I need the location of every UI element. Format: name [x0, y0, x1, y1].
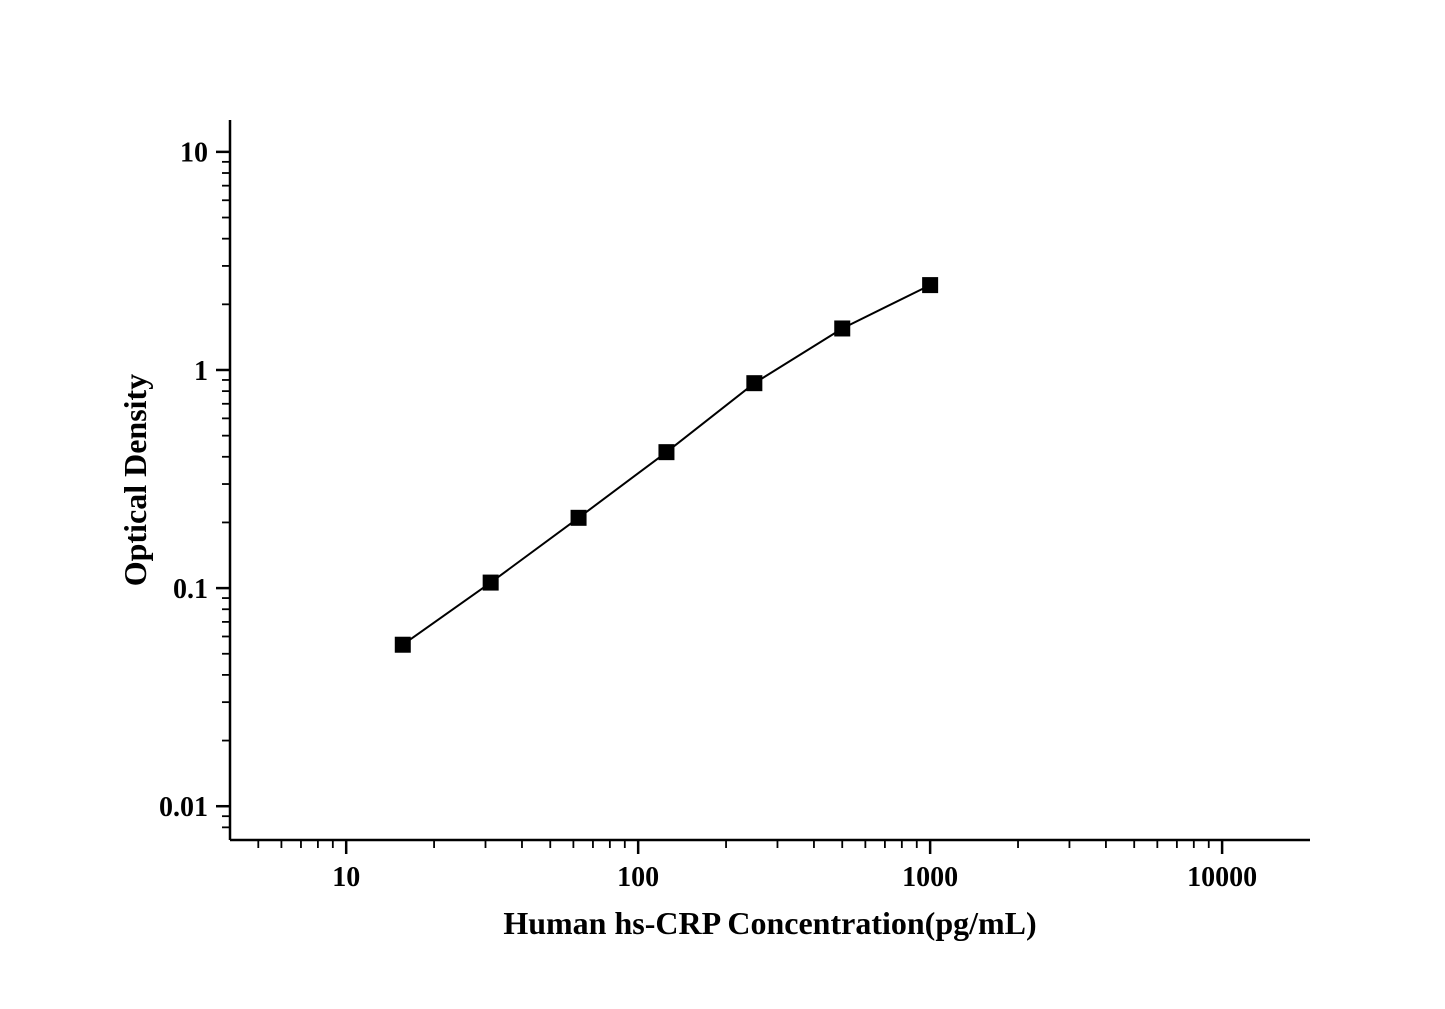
data-point-marker: [571, 510, 587, 526]
y-tick-label: 0.1: [173, 574, 208, 605]
x-tick-label: 100: [617, 862, 659, 893]
chart-svg: 10 100 1000 10000 0.01 0.1 1 10 Human hs-CRP Con…: [0, 0, 1445, 1009]
chart-container: 10 100 1000 10000 0.01 0.1 1 10 Human hs-CRP Con…: [0, 0, 1445, 1009]
x-tick-label: 1000: [902, 862, 958, 893]
x-tick-label: 10000: [1187, 862, 1257, 893]
y-tick-label: 1: [194, 356, 208, 387]
x-tick-label: 10: [332, 862, 360, 893]
data-point-marker: [483, 575, 499, 591]
y-tick-label: 10: [180, 138, 208, 169]
data-point-marker: [834, 320, 850, 336]
data-point-marker: [922, 277, 938, 293]
y-tick-label: 0.01: [159, 792, 208, 823]
y-axis-title: Optical Density: [117, 374, 153, 586]
data-point-marker: [395, 637, 411, 653]
x-axis-title: Human hs-CRP Concentration(pg/mL): [503, 905, 1036, 941]
data-point-marker: [746, 375, 762, 391]
data-point-marker: [658, 444, 674, 460]
